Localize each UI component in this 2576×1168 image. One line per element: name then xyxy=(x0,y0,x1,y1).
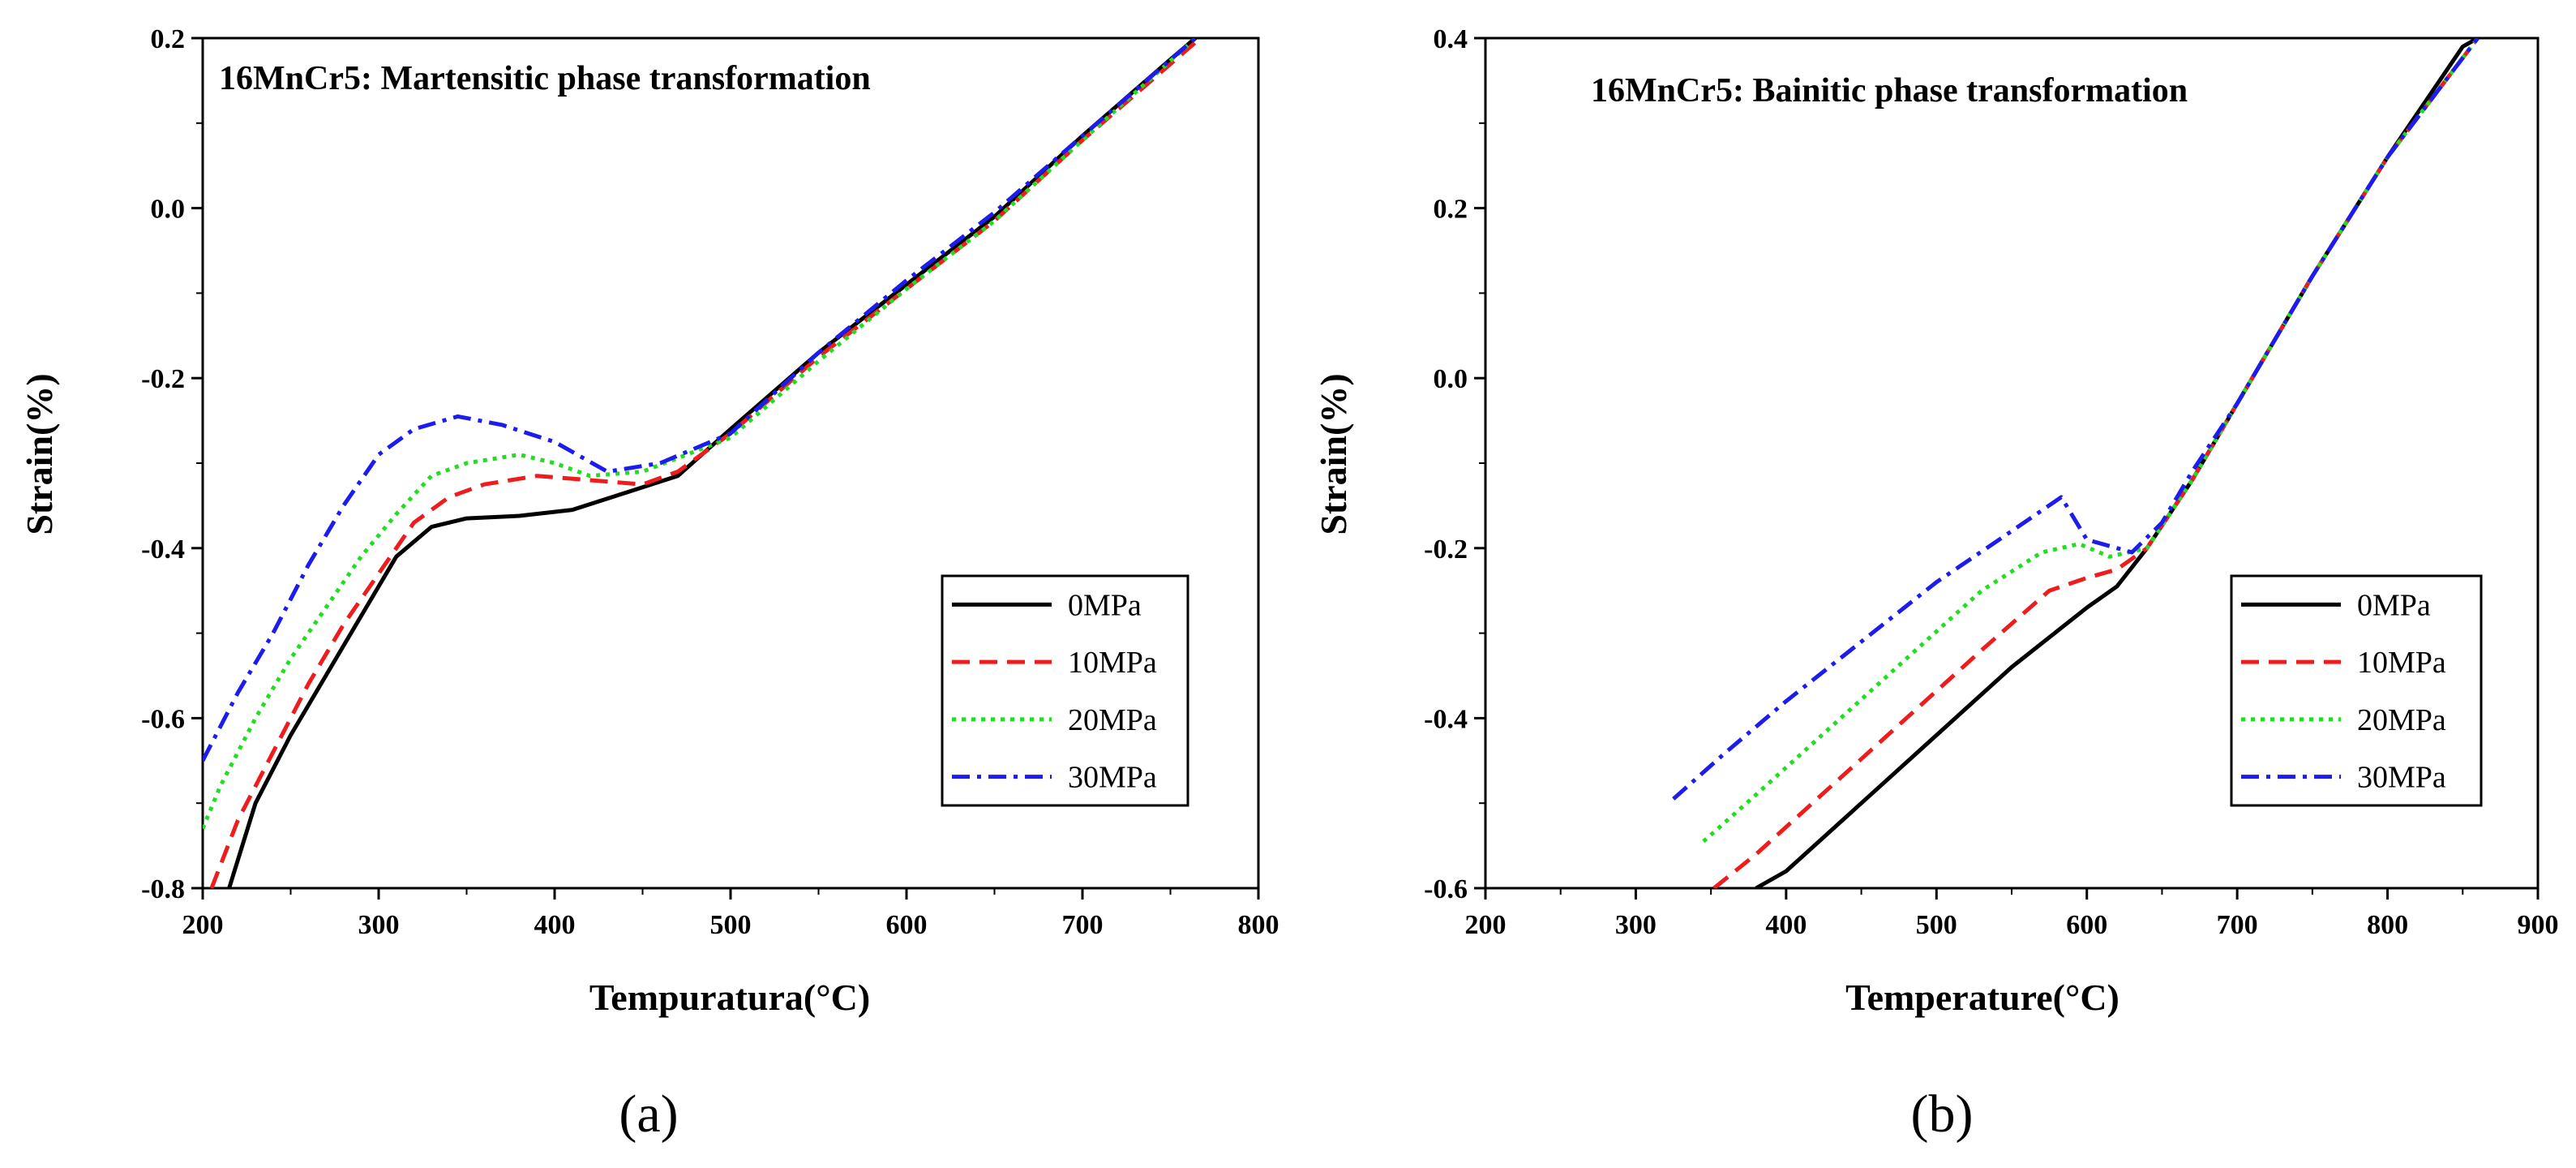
chart-panel-b: 16MnCr5: Bainitic phase transformation T… xyxy=(1313,24,2559,1144)
x-tick-label: 900 xyxy=(2518,910,2559,940)
x-tick-label: 600 xyxy=(886,910,928,940)
legend-label: 30MPa xyxy=(1068,761,1157,795)
legend-label: 30MPa xyxy=(2357,761,2446,795)
y-tick-label: -0.4 xyxy=(141,535,185,565)
series-line-10mpa xyxy=(1712,38,2480,888)
x-axis-title: Temperature(°C) xyxy=(1845,977,2120,1018)
x-tick-label: 500 xyxy=(1916,910,1957,940)
legend-label: 20MPa xyxy=(1068,703,1157,737)
x-tick-label: 500 xyxy=(710,910,752,940)
series-line-30mpa xyxy=(203,38,1199,762)
series-line-20mpa xyxy=(1702,38,2480,844)
chart-title: 16MnCr5: Bainitic phase transformation xyxy=(1591,72,2188,110)
panel-label: (b) xyxy=(1911,1084,1974,1144)
x-tick-label: 400 xyxy=(1765,910,1807,940)
y-tick-label: -0.6 xyxy=(1424,874,1468,904)
x-tick-label: 300 xyxy=(1615,910,1657,940)
x-tick-label: 200 xyxy=(182,910,224,940)
panel-label: (a) xyxy=(619,1084,678,1144)
series-line-10mpa xyxy=(209,38,1202,888)
legend-label: 0MPa xyxy=(2357,588,2431,622)
x-tick-label: 700 xyxy=(2217,910,2258,940)
legend-label: 10MPa xyxy=(2357,646,2446,680)
y-tick-label: -0.6 xyxy=(141,704,185,734)
series-line-0mpa xyxy=(227,38,1199,888)
legend-label: 0MPa xyxy=(1068,588,1142,622)
y-tick-label: 0.4 xyxy=(1434,24,1468,54)
y-tick-label: -0.4 xyxy=(1424,704,1468,734)
x-tick-label: 800 xyxy=(1238,910,1279,940)
y-tick-label: -0.2 xyxy=(1424,535,1468,565)
chart-panel-a: 16MnCr5: Martensitic phase transformatio… xyxy=(19,24,1279,1144)
y-axis-title: Strain(%) xyxy=(19,373,60,535)
x-tick-label: 600 xyxy=(2066,910,2107,940)
y-tick-label: -0.8 xyxy=(141,874,185,904)
x-tick-label: 700 xyxy=(1062,910,1104,940)
y-tick-label: 0.0 xyxy=(1434,364,1468,394)
y-axis-title: Strain(%) xyxy=(1313,373,1354,535)
legend-box xyxy=(2230,574,2483,807)
legend-label: 20MPa xyxy=(2357,703,2446,737)
x-tick-label: 300 xyxy=(358,910,400,940)
chart-title: 16MnCr5: Martensitic phase transformatio… xyxy=(219,60,871,97)
legend-box xyxy=(941,574,1189,807)
y-tick-label: 0.2 xyxy=(1434,195,1468,225)
legend-label: 10MPa xyxy=(1068,646,1157,680)
x-tick-label: 400 xyxy=(534,910,576,940)
x-tick-label: 800 xyxy=(2367,910,2408,940)
y-tick-label: 0.2 xyxy=(151,24,186,54)
y-tick-label: -0.2 xyxy=(141,364,185,394)
x-axis-title: Tempuratura(°C) xyxy=(589,977,870,1018)
series-line-20mpa xyxy=(203,38,1199,830)
y-tick-label: 0.0 xyxy=(151,195,186,225)
x-tick-label: 200 xyxy=(1465,910,1507,940)
